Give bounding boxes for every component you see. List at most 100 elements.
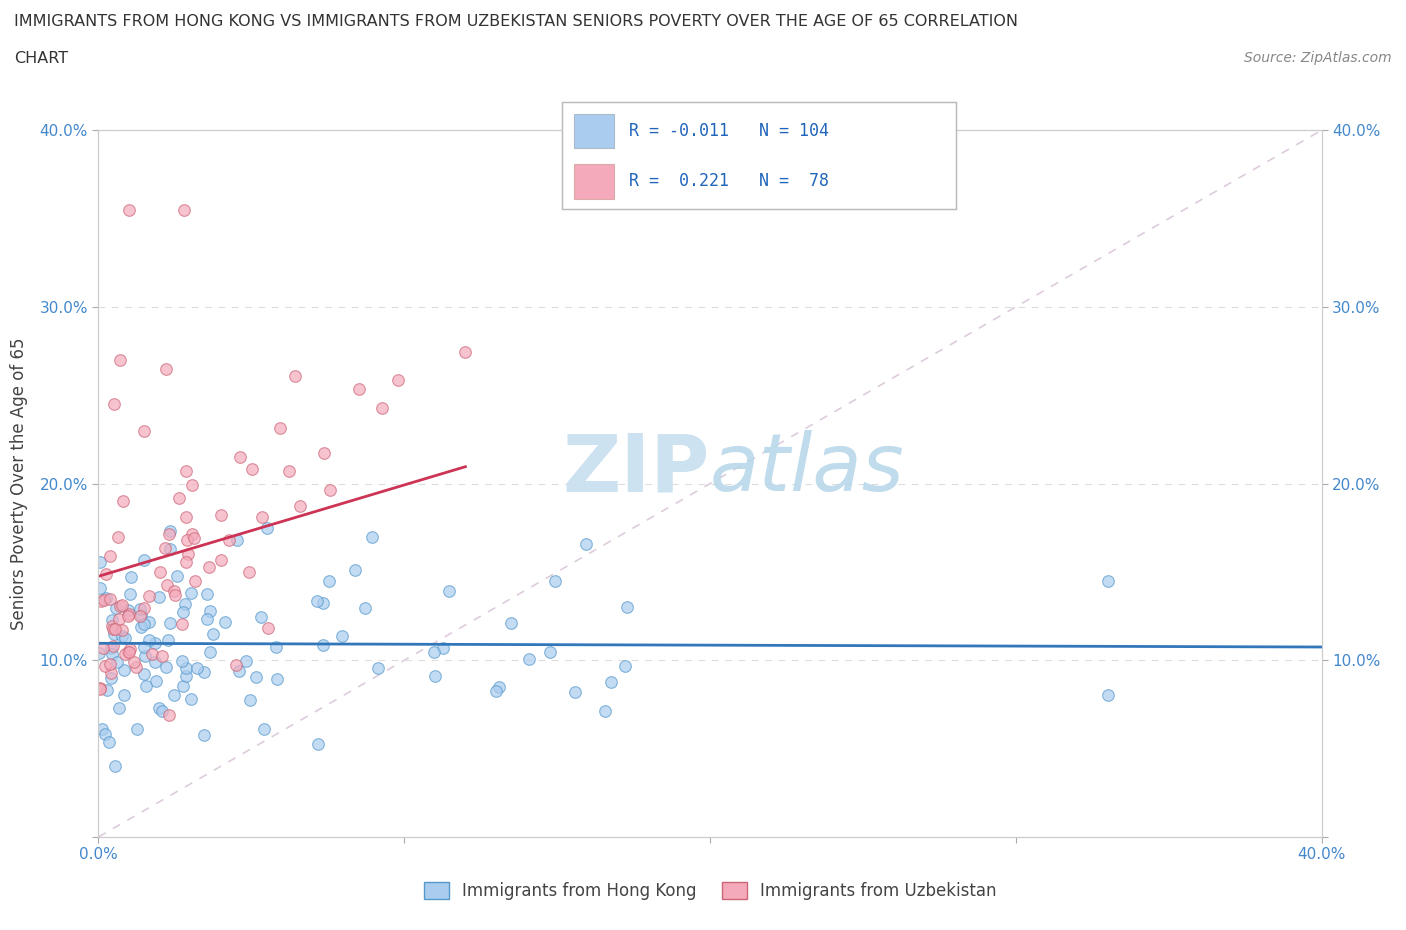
Point (353, 600, 375, 615)
Point (307, 737, 329, 751)
Point (120, 586, 142, 601)
Point (156, 632, 179, 647)
Point (186, 661, 208, 676)
Point (103, 397, 125, 412)
Point (209, 508, 232, 523)
Point (96, 683, 118, 698)
Point (284, 368, 307, 383)
Point (423, 669, 446, 684)
Point (432, 641, 454, 656)
Point (112, 662, 135, 677)
Text: CHART: CHART (14, 51, 67, 66)
Point (240, 462, 263, 477)
Point (209, 552, 232, 567)
Point (107, 700, 129, 715)
Point (112, 687, 135, 702)
Point (347, 381, 370, 396)
Point (89, 593, 111, 608)
Point (145, 673, 167, 688)
Point (228, 664, 250, 679)
Point (312, 637, 335, 652)
Point (454, 344, 477, 359)
Point (129, 609, 152, 624)
Text: Source: ZipAtlas.com: Source: ZipAtlas.com (1244, 51, 1392, 65)
Point (89, 555, 111, 570)
Point (114, 631, 136, 645)
Point (101, 618, 124, 633)
Point (150, 648, 173, 663)
Point (183, 531, 205, 546)
Point (193, 727, 215, 742)
Point (134, 423, 156, 438)
Point (235, 653, 257, 668)
Point (111, 622, 134, 637)
Point (132, 667, 155, 682)
Point (314, 445, 336, 460)
Point (100, 657, 122, 671)
Point (593, 703, 616, 718)
Point (148, 700, 170, 715)
Point (125, 660, 148, 675)
Point (100, 671, 122, 685)
Point (172, 678, 194, 693)
Text: R = -0.011   N = 104: R = -0.011 N = 104 (630, 122, 830, 140)
Y-axis label: Seniors Poverty Over the Age of 65: Seniors Poverty Over the Age of 65 (10, 338, 28, 630)
Text: IMMIGRANTS FROM HONG KONG VS IMMIGRANTS FROM UZBEKISTAN SENIORS POVERTY OVER THE: IMMIGRANTS FROM HONG KONG VS IMMIGRANTS … (14, 14, 1018, 29)
Point (101, 639, 124, 654)
Point (166, 569, 188, 584)
Point (156, 578, 179, 593)
Point (163, 688, 186, 703)
Point (319, 483, 342, 498)
Point (202, 627, 225, 642)
Point (519, 652, 541, 667)
Point (104, 758, 127, 773)
Point (238, 565, 260, 579)
Point (575, 537, 598, 551)
Point (163, 584, 186, 599)
Point (266, 671, 288, 686)
Point (245, 670, 267, 684)
Point (256, 620, 278, 635)
Point (112, 494, 135, 509)
Point (122, 654, 145, 669)
Point (107, 530, 129, 545)
Point (155, 659, 177, 674)
Point (111, 598, 134, 613)
Point (180, 585, 202, 600)
Point (87, 645, 110, 660)
Point (225, 533, 247, 548)
Point (134, 640, 156, 655)
Point (149, 565, 172, 579)
Point (117, 644, 139, 659)
Point (488, 680, 510, 695)
Point (104, 622, 127, 637)
Point (1097, 573, 1119, 589)
Point (159, 542, 181, 557)
Point (277, 464, 299, 479)
Point (174, 596, 197, 611)
Point (114, 646, 136, 661)
Point (176, 464, 198, 479)
Point (252, 510, 274, 525)
Point (318, 574, 340, 589)
Point (111, 629, 134, 644)
Point (101, 621, 124, 636)
Point (218, 533, 240, 548)
Point (89, 580, 111, 595)
Point (96, 566, 118, 581)
Point (343, 563, 366, 578)
Point (181, 527, 204, 542)
Point (538, 644, 561, 659)
Point (98, 591, 121, 606)
Point (307, 593, 329, 608)
Point (134, 616, 156, 631)
Point (367, 661, 389, 676)
Point (1097, 687, 1119, 702)
Point (138, 615, 160, 630)
Point (100, 666, 122, 681)
Point (132, 552, 155, 567)
Point (155, 541, 177, 556)
Point (105, 655, 128, 670)
Point (101, 612, 124, 627)
Point (98, 549, 121, 564)
